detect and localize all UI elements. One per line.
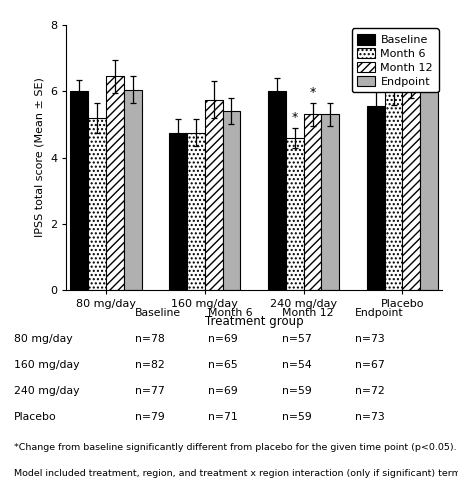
Text: n=57: n=57	[282, 334, 311, 344]
Bar	[304, 114, 322, 290]
Text: n=79: n=79	[135, 412, 165, 422]
Text: n=54: n=54	[282, 360, 311, 370]
Text: n=67: n=67	[355, 360, 385, 370]
Y-axis label: IPSS total score (Mean ± SE): IPSS total score (Mean ± SE)	[35, 78, 45, 237]
Text: 160 mg/day: 160 mg/day	[14, 360, 79, 370]
Bar	[223, 111, 240, 290]
Bar	[268, 91, 286, 290]
Text: n=73: n=73	[355, 412, 385, 422]
Text: n=77: n=77	[135, 386, 165, 396]
Text: Month 6: Month 6	[208, 308, 253, 318]
Text: *: *	[309, 86, 316, 99]
X-axis label: Treatment group: Treatment group	[205, 314, 304, 328]
Bar	[106, 76, 124, 290]
Bar	[187, 132, 205, 290]
Text: n=82: n=82	[135, 360, 165, 370]
Text: n=71: n=71	[208, 412, 238, 422]
Bar	[367, 106, 385, 290]
Text: Baseline: Baseline	[135, 308, 181, 318]
Bar	[88, 118, 106, 290]
Text: Month 12: Month 12	[282, 308, 333, 318]
Text: n=59: n=59	[282, 412, 311, 422]
Bar	[420, 74, 438, 290]
Bar	[205, 100, 223, 290]
Text: n=73: n=73	[355, 334, 385, 344]
Text: Endpoint: Endpoint	[355, 308, 403, 318]
Bar	[124, 90, 142, 290]
Text: n=69: n=69	[208, 386, 238, 396]
Bar	[403, 82, 420, 290]
Text: Placebo: Placebo	[14, 412, 56, 422]
Text: n=78: n=78	[135, 334, 165, 344]
Text: n=65: n=65	[208, 360, 238, 370]
Bar	[385, 91, 403, 290]
Bar	[322, 114, 339, 290]
Text: *Change from baseline significantly different from placebo for the given time po: *Change from baseline significantly diff…	[14, 442, 456, 452]
Bar	[286, 138, 304, 290]
Bar	[169, 132, 187, 290]
Text: *: *	[292, 110, 298, 124]
Legend: Baseline, Month 6, Month 12, Endpoint: Baseline, Month 6, Month 12, Endpoint	[352, 28, 439, 92]
Text: Model included treatment, region, and treatment x region interaction (only if si: Model included treatment, region, and tr…	[14, 468, 458, 477]
Text: n=72: n=72	[355, 386, 385, 396]
Text: n=69: n=69	[208, 334, 238, 344]
Text: 80 mg/day: 80 mg/day	[14, 334, 72, 344]
Text: 240 mg/day: 240 mg/day	[14, 386, 79, 396]
Bar	[71, 91, 88, 290]
Text: n=59: n=59	[282, 386, 311, 396]
